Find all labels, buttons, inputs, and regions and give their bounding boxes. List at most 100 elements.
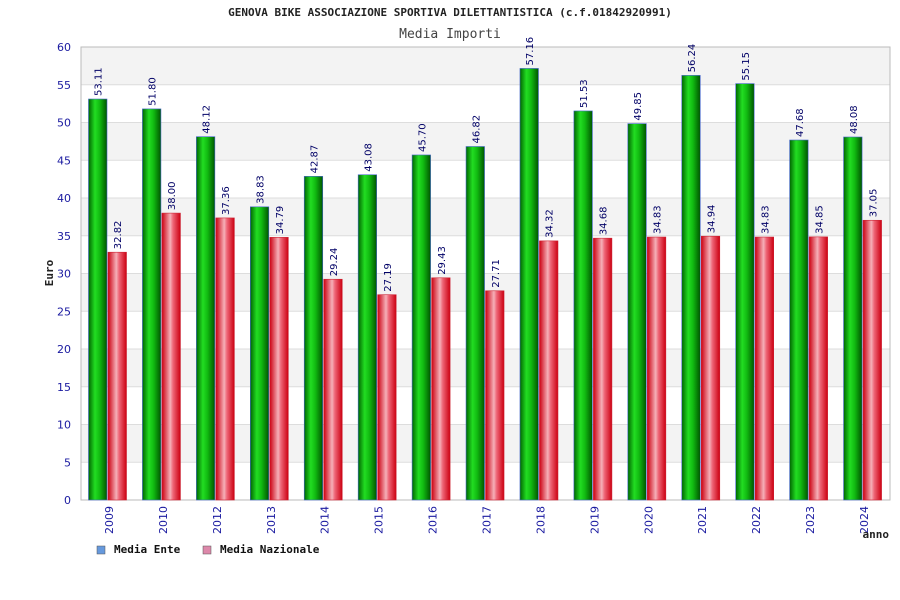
value-label-media-nazionale-2017: 27.71 (491, 259, 502, 288)
bar-media-nazionale-2017 (485, 290, 505, 501)
value-label-media-ente-2020: 49.85 (633, 92, 644, 121)
x-axis-label: anno (863, 528, 890, 541)
bar-media-nazionale-2019 (593, 237, 613, 501)
y-tick-label: 35 (57, 230, 71, 243)
value-label-media-nazionale-2009: 32.82 (113, 221, 124, 250)
x-tick-label-2019: 2019 (588, 506, 601, 534)
bar-media-nazionale-2022 (754, 236, 775, 501)
value-labels: 53.11 32.82 51.80 38.00 48.12 37.36 38.83 34.79… (94, 37, 880, 292)
y-tick-label: 30 (57, 268, 71, 281)
bar-media-nazionale-2024 (862, 219, 882, 501)
grid-band (81, 160, 890, 198)
x-tick-label-2021: 2021 (696, 506, 709, 534)
x-tick-label-2016: 2016 (427, 506, 440, 534)
bar-media-ente-2012 (196, 136, 216, 501)
value-label-media-nazionale-2012: 37.36 (221, 186, 232, 215)
bar-media-nazionale-2010 (161, 212, 181, 501)
x-tick-label-2014: 2014 (319, 506, 332, 534)
x-tick-label-2010: 2010 (157, 506, 170, 534)
y-tick-label: 50 (57, 117, 71, 130)
bar-media-ente-2017 (465, 146, 485, 501)
y-tick-label: 10 (57, 419, 71, 432)
value-label-media-nazionale-2015: 27.19 (383, 263, 394, 292)
bar-media-ente-2009 (88, 98, 108, 501)
value-label-media-nazionale-2018: 34.32 (545, 209, 556, 238)
x-tick-label-2015: 2015 (373, 506, 386, 534)
bar-media-ente-2022 (735, 83, 755, 501)
bar-media-nazionale-2009 (107, 251, 127, 501)
value-label-media-nazionale-2021: 34.94 (707, 205, 718, 234)
value-label-media-ente-2022: 55.15 (741, 52, 752, 81)
value-label-media-ente-2021: 56.24 (687, 44, 698, 73)
value-label-media-nazionale-2023: 34.85 (814, 205, 825, 234)
legend-label-media-ente: Media Ente (114, 543, 181, 556)
chart-subtitle: Media Importi (399, 27, 501, 42)
value-label-media-nazionale-2024: 37.05 (868, 189, 879, 218)
value-label-media-nazionale-2010: 38.00 (167, 181, 178, 210)
value-label-media-nazionale-2019: 34.68 (599, 207, 610, 236)
y-axis-label: Euro (43, 259, 56, 286)
bar-media-nazionale-2018 (539, 240, 559, 501)
x-axis-ticks: 2009 2010 2012 2013 2014 2015 2016 2017 2018 2019… (103, 506, 871, 534)
bar-media-nazionale-2016 (431, 277, 451, 501)
value-label-media-nazionale-2016: 29.43 (437, 246, 448, 275)
legend-label-media-nazionale: Media Nazionale (220, 543, 320, 556)
bar-media-nazionale-2014 (323, 278, 343, 501)
value-label-media-ente-2009: 53.11 (94, 67, 105, 96)
x-tick-label-2020: 2020 (642, 506, 655, 534)
value-label-media-nazionale-2020: 34.83 (653, 205, 664, 234)
bar-media-ente-2021 (681, 75, 701, 501)
y-tick-label: 5 (64, 456, 71, 469)
bar-media-nazionale-2015 (377, 294, 397, 501)
x-tick-label-2009: 2009 (103, 506, 116, 534)
grid-band (81, 47, 890, 85)
bar-media-ente-2010 (142, 108, 162, 501)
x-tick-label-2017: 2017 (481, 506, 494, 534)
bar-media-ente-2014 (303, 176, 324, 501)
bar-media-nazionale-2021 (700, 235, 721, 501)
y-tick-label: 20 (57, 343, 71, 356)
grid-band (81, 84, 890, 123)
y-tick-label: 0 (64, 494, 71, 507)
bar-media-nazionale-2020 (647, 236, 667, 501)
value-label-media-ente-2023: 47.68 (795, 108, 806, 137)
bar-media-ente-2013 (250, 206, 270, 501)
value-label-media-nazionale-2013: 34.79 (275, 206, 286, 235)
value-label-media-nazionale-2022: 34.83 (760, 205, 771, 234)
value-label-media-ente-2012: 48.12 (202, 105, 213, 134)
x-tick-label-2012: 2012 (211, 506, 224, 534)
bar-media-ente-2016 (411, 154, 431, 501)
x-tick-label-2013: 2013 (265, 506, 278, 534)
legend-swatch-media-nazionale (202, 545, 212, 555)
bars (88, 68, 882, 501)
legend: Media Ente Media Nazionale (96, 543, 320, 556)
y-tick-label: 60 (57, 41, 71, 54)
x-tick-label-2022: 2022 (750, 506, 763, 534)
y-tick-label: 40 (57, 192, 71, 205)
chart-title: GENOVA BIKE ASSOCIAZIONE SPORTIVA DILETT… (228, 6, 672, 19)
bar-media-nazionale-2012 (215, 217, 235, 501)
value-label-media-ente-2014: 42.87 (309, 145, 320, 174)
value-label-media-ente-2018: 57.16 (525, 37, 536, 66)
bar-media-ente-2018 (519, 68, 539, 501)
y-tick-label: 15 (57, 381, 71, 394)
bar-media-nazionale-2013 (269, 237, 289, 501)
grid-band (81, 122, 890, 161)
value-label-media-ente-2017: 46.82 (471, 115, 482, 144)
value-label-media-ente-2015: 43.08 (363, 143, 374, 172)
value-label-media-ente-2024: 48.08 (849, 105, 860, 134)
value-label-media-nazionale-2014: 29.24 (329, 248, 340, 277)
value-label-media-ente-2013: 38.83 (256, 175, 267, 204)
x-tick-label-2024: 2024 (858, 506, 871, 534)
y-axis-ticks: 0 5 10 15 20 25 30 35 40 45 50 55 60 (57, 41, 71, 507)
y-tick-label: 55 (57, 79, 71, 92)
value-label-media-ente-2016: 45.70 (417, 123, 428, 152)
value-label-media-ente-2019: 51.53 (579, 79, 590, 108)
legend-swatch-media-ente (96, 545, 106, 555)
bar-media-nazionale-2023 (808, 236, 828, 501)
bar-media-ente-2019 (573, 110, 593, 501)
y-tick-label: 45 (57, 154, 71, 167)
bar-media-ente-2015 (357, 174, 377, 501)
bar-media-ente-2020 (627, 123, 647, 501)
